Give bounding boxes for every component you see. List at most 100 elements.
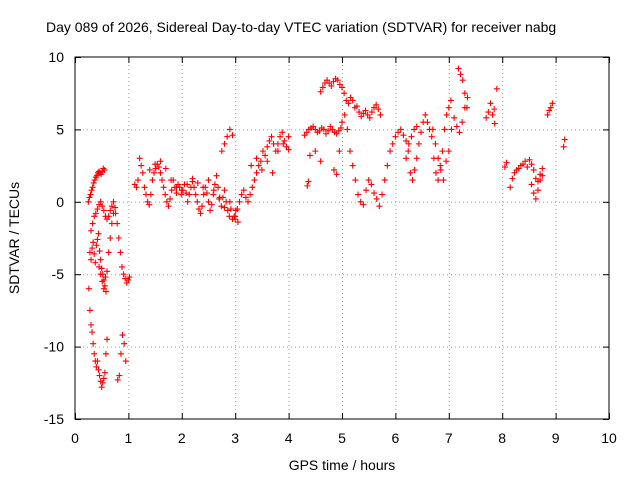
data-point (194, 198, 201, 205)
data-point (200, 184, 207, 191)
x-tick-label: 1 (125, 430, 133, 446)
data-point (117, 350, 124, 357)
data-point (160, 184, 167, 191)
x-tick-labels: 0 1 2 3 4 5 6 7 8 9 10 (71, 430, 617, 446)
x-tick-label: 3 (231, 430, 239, 446)
data-point (91, 250, 98, 257)
data-point (432, 140, 439, 147)
data-point (405, 140, 412, 147)
data-point (493, 85, 500, 92)
data-point (356, 109, 363, 116)
data-point (178, 187, 185, 194)
data-point (413, 155, 420, 162)
data-point (115, 235, 122, 241)
data-point (162, 165, 169, 172)
data-point (407, 169, 414, 176)
chart-title: Day 089 of 2026, Sidereal Day-to-day VTE… (46, 19, 556, 35)
data-point (146, 166, 153, 173)
data-point (355, 191, 362, 198)
axis-ticks (75, 57, 610, 420)
data-point (88, 256, 95, 263)
x-tick-label: 0 (71, 430, 79, 446)
data-point (94, 236, 101, 243)
data-point (360, 201, 367, 208)
data-point (333, 171, 340, 178)
x-tick-label: 10 (601, 430, 617, 446)
data-point (400, 132, 407, 139)
data-point (92, 174, 99, 181)
data-point (334, 77, 341, 84)
data-point (537, 177, 544, 184)
y-tick-label: -10 (44, 339, 64, 355)
data-point (104, 268, 111, 275)
data-point (173, 184, 180, 191)
data-point (257, 158, 264, 165)
data-point (415, 140, 422, 147)
data-point (91, 350, 98, 357)
data-point (483, 114, 490, 121)
data-point (366, 114, 373, 121)
data-point (173, 190, 180, 197)
data-point (319, 84, 326, 91)
data-point (104, 336, 111, 343)
data-point (240, 187, 247, 194)
data-point (101, 166, 108, 173)
data-point (445, 104, 452, 111)
data-point (448, 126, 455, 133)
data-point (443, 158, 450, 165)
data-point (387, 148, 394, 155)
data-point (147, 191, 154, 198)
data-point (530, 166, 537, 173)
data-point (539, 172, 546, 179)
data-point (461, 90, 468, 97)
data-point (435, 155, 442, 162)
data-point (238, 191, 245, 198)
data-point (245, 198, 252, 205)
data-point (371, 190, 378, 197)
data-point (139, 169, 146, 176)
x-axis-label: GPS time / hours (289, 457, 396, 473)
data-point (99, 278, 106, 285)
data-point (133, 184, 140, 191)
data-point (304, 182, 311, 189)
data-point (547, 104, 554, 111)
data-point (457, 71, 464, 78)
data-point (285, 133, 292, 140)
data-point (274, 148, 281, 155)
data-point (328, 82, 335, 89)
data-point (429, 126, 436, 133)
data-point (373, 195, 380, 202)
data-point (411, 166, 418, 173)
data-point (183, 190, 190, 197)
data-point (305, 178, 312, 185)
data-point (422, 111, 429, 118)
data-point (122, 358, 129, 365)
data-point (107, 235, 114, 241)
data-point (561, 136, 568, 143)
data-point (210, 187, 217, 194)
x-tick-label: 9 (552, 430, 560, 446)
data-point (138, 162, 145, 169)
data-point (211, 181, 218, 188)
data-point (274, 140, 281, 147)
data-point (146, 201, 153, 208)
data-point (96, 248, 103, 255)
data-point (277, 133, 284, 140)
data-point (408, 133, 415, 140)
y-tick-label: -5 (52, 266, 65, 282)
data-point (456, 129, 463, 136)
data-point (99, 379, 106, 386)
data-point (191, 184, 198, 191)
data-point (379, 191, 386, 198)
data-point (352, 177, 359, 184)
data-point (459, 77, 466, 84)
y-axis-label: SDTVAR / TECUs (6, 182, 22, 294)
data-point (157, 158, 164, 165)
data-point (445, 148, 452, 155)
data-point (184, 198, 191, 205)
data-point (155, 164, 162, 171)
data-point (195, 206, 202, 213)
data-point (248, 162, 255, 169)
data-point (509, 175, 516, 182)
data-point (268, 133, 275, 140)
